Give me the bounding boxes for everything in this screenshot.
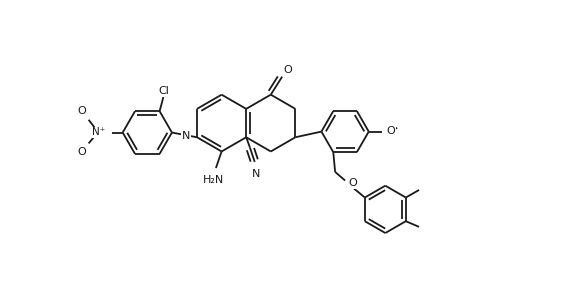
- Text: O: O: [283, 65, 292, 75]
- Text: O: O: [387, 126, 396, 136]
- Text: N: N: [182, 131, 190, 141]
- Text: O: O: [77, 106, 86, 116]
- Text: O: O: [348, 178, 357, 188]
- Text: N⁺: N⁺: [93, 127, 106, 137]
- Text: N: N: [251, 168, 260, 179]
- Text: H₂N: H₂N: [203, 175, 224, 185]
- Text: Cl: Cl: [158, 86, 169, 96]
- Text: O: O: [77, 147, 86, 157]
